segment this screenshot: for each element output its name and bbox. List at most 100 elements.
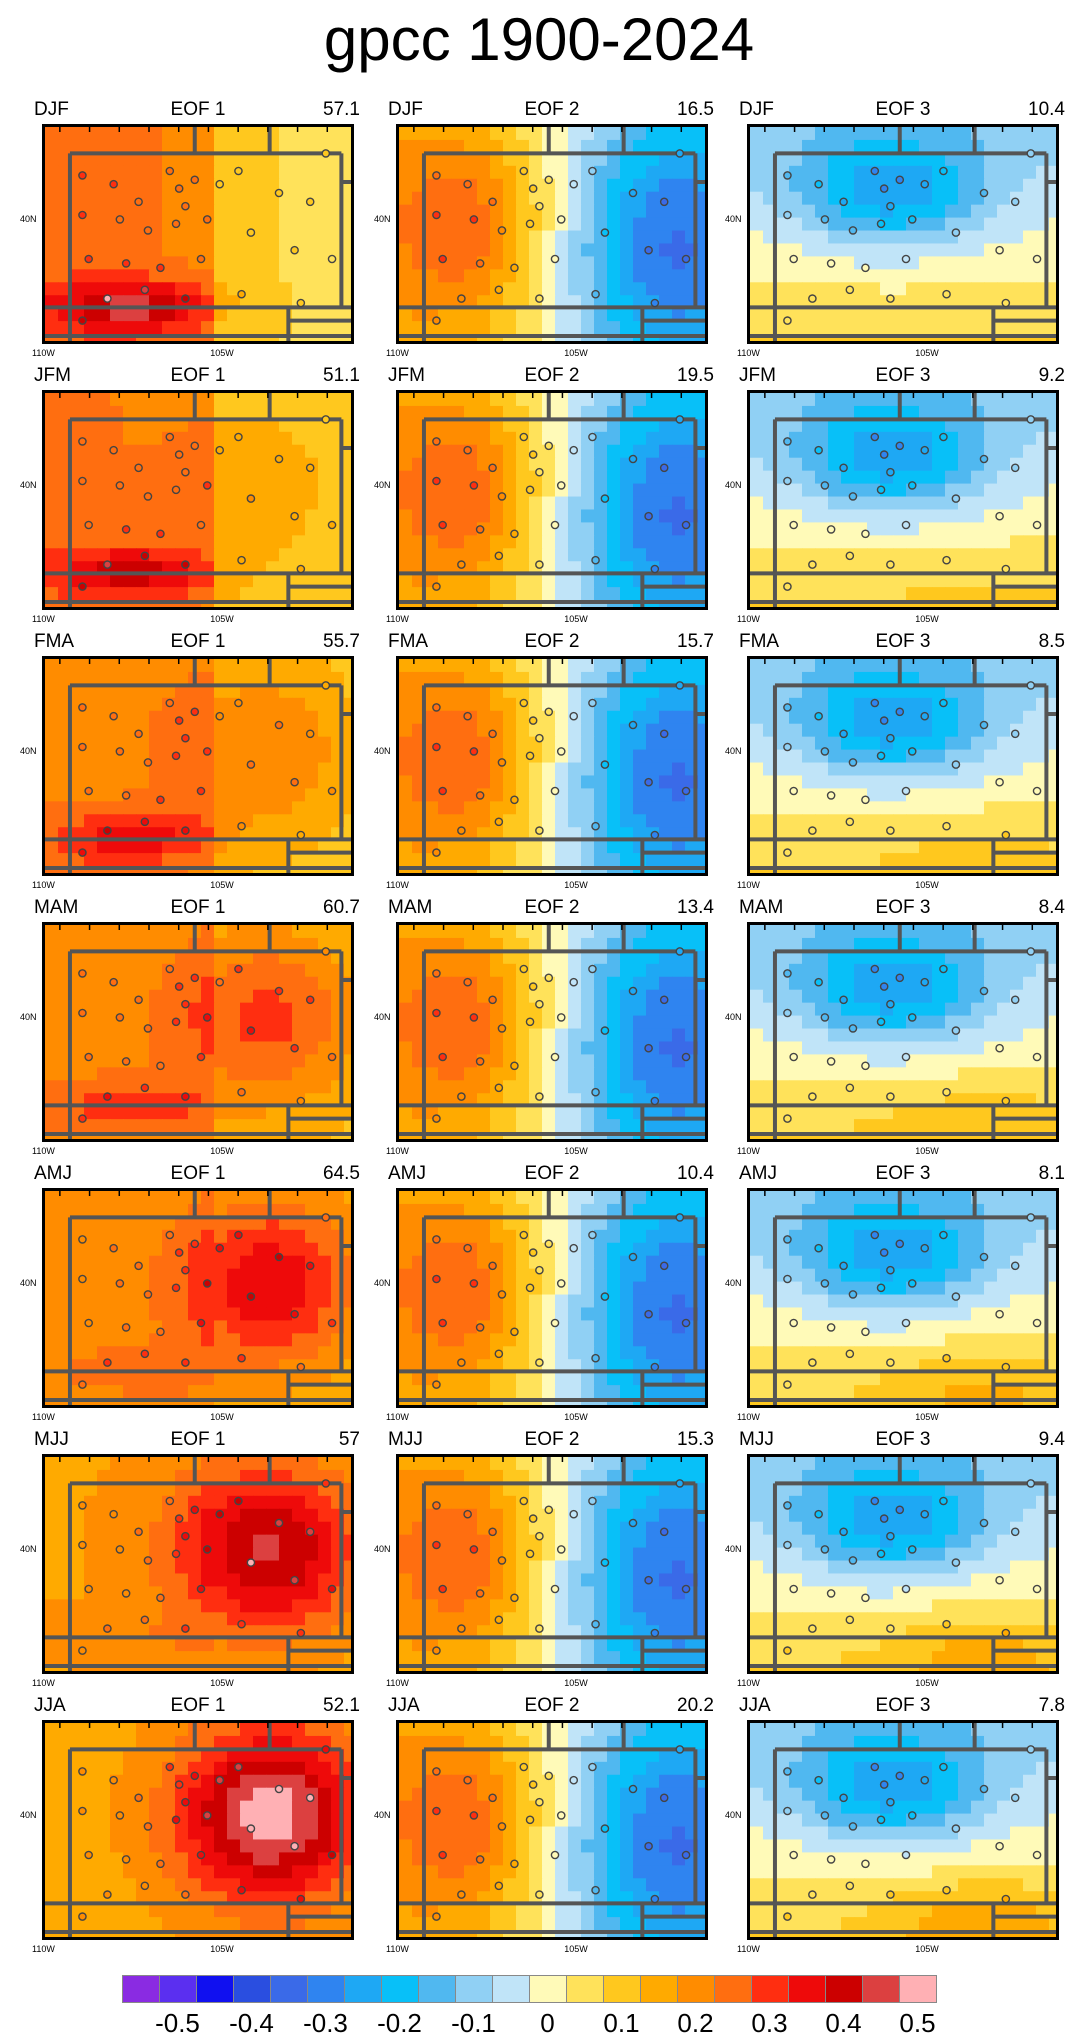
shade-cell <box>188 1015 202 1030</box>
shade-cell <box>279 470 293 485</box>
shade-cell <box>633 788 647 802</box>
shade-cell <box>568 548 582 562</box>
shade-cell <box>581 659 595 673</box>
shade-cell <box>776 418 790 433</box>
station-marker <box>327 254 337 264</box>
shade-cell <box>594 165 608 180</box>
shade-cell <box>438 282 452 296</box>
shade-cell <box>188 1119 202 1133</box>
shade-cell <box>305 1054 319 1068</box>
shade-cell <box>305 937 319 952</box>
shade-cell <box>344 840 351 854</box>
shade-cell <box>659 840 673 854</box>
shade-cell <box>529 937 543 952</box>
shade-cell <box>201 1119 215 1133</box>
shade-cell <box>568 418 582 433</box>
shade-cell <box>802 243 816 258</box>
shade-cell <box>149 814 163 828</box>
shade-cell <box>789 710 803 725</box>
shade-cell <box>253 393 267 407</box>
shade-cell <box>266 1015 280 1030</box>
shade-cell <box>399 522 413 536</box>
shade-cell <box>227 405 241 420</box>
shade-cell <box>45 470 59 485</box>
shade-cell <box>607 230 621 245</box>
shade-cell <box>802 405 816 420</box>
station-marker <box>296 830 306 840</box>
shade-cell <box>997 548 1011 562</box>
shade-cell <box>188 217 202 232</box>
shade-cell <box>84 1015 98 1030</box>
shade-cell <box>399 710 413 725</box>
shade-cell <box>412 405 426 420</box>
shade-cell <box>997 470 1011 485</box>
shade-cell <box>529 127 543 141</box>
shade-cell <box>240 522 254 536</box>
shade-cell <box>607 671 621 686</box>
shade-cell <box>802 256 816 270</box>
shade-cell <box>516 308 530 322</box>
shade-cell <box>123 418 137 433</box>
shade-cell <box>266 827 280 841</box>
shade-cell <box>828 431 842 446</box>
shade-cell <box>240 925 254 939</box>
shade-cell <box>45 762 59 777</box>
shade-cell <box>305 269 319 283</box>
shade-cell <box>620 243 634 258</box>
shade-cell <box>84 736 98 751</box>
shade-cell <box>136 710 150 725</box>
shade-cell <box>318 1106 332 1120</box>
shade-cell <box>477 749 491 764</box>
shade-cell <box>659 496 673 511</box>
shade-cell <box>568 127 582 141</box>
shade-cell <box>123 723 137 738</box>
shade-cell <box>266 522 280 536</box>
shade-cell <box>750 853 764 867</box>
shade-cell <box>266 853 280 867</box>
shade-cell <box>867 574 881 588</box>
shade-cell <box>84 762 98 777</box>
shade-cell <box>162 418 176 433</box>
shade-cell <box>477 1028 491 1043</box>
shade-cell <box>45 1041 59 1056</box>
shade-cell <box>305 814 319 828</box>
shade-cell <box>71 496 85 511</box>
shade-cell <box>253 295 267 309</box>
shade-cell <box>581 950 595 965</box>
shade-cell <box>789 431 803 446</box>
shade-cell <box>529 548 543 562</box>
shade-cell <box>201 801 215 815</box>
shade-cell <box>477 269 491 283</box>
shade-cell <box>1049 587 1056 601</box>
shade-cell <box>776 659 790 673</box>
shade-cell <box>1036 840 1050 854</box>
shade-cell <box>932 321 946 335</box>
shade-cell <box>451 989 465 1004</box>
shade-cell <box>84 671 98 686</box>
shade-cell <box>802 457 816 472</box>
shade-cell <box>646 736 660 751</box>
shade-cell <box>149 308 163 322</box>
shade-cell <box>188 853 202 867</box>
station-marker <box>895 175 905 185</box>
shade-cell <box>529 308 543 322</box>
shade-cell <box>240 950 254 965</box>
shade-cell <box>305 950 319 965</box>
shade-cell <box>253 976 267 991</box>
shade-cell <box>581 191 595 206</box>
shade-cell <box>646 1002 660 1017</box>
shade-cell <box>110 308 124 322</box>
shade-cell <box>451 431 465 446</box>
shade-cell <box>620 950 634 965</box>
shade-cell <box>906 178 920 193</box>
shade-cell <box>802 393 816 407</box>
shade-cell <box>438 321 452 335</box>
shade-cell <box>958 243 972 258</box>
shade-cell <box>568 814 582 828</box>
shade-cell <box>568 989 582 1004</box>
eof-map <box>747 124 1059 344</box>
station-marker <box>494 285 504 295</box>
shade-cell <box>568 801 582 815</box>
shade-cell <box>438 1028 452 1043</box>
shade-cell <box>1049 139 1056 154</box>
